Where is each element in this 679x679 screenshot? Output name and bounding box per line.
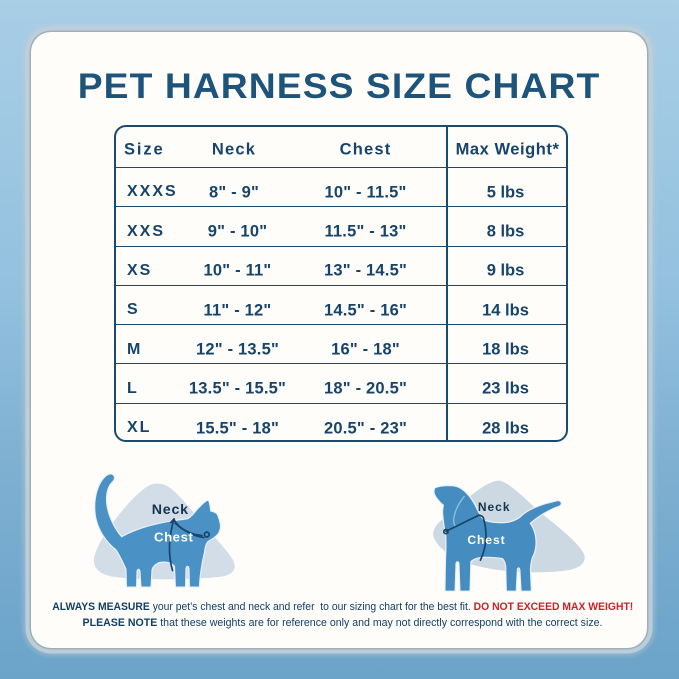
svg-text:Chest: Chest [154,530,193,545]
svg-text:Neck: Neck [152,502,189,518]
svg-text:Neck: Neck [478,500,511,514]
svg-text:Chest: Chest [467,533,505,547]
